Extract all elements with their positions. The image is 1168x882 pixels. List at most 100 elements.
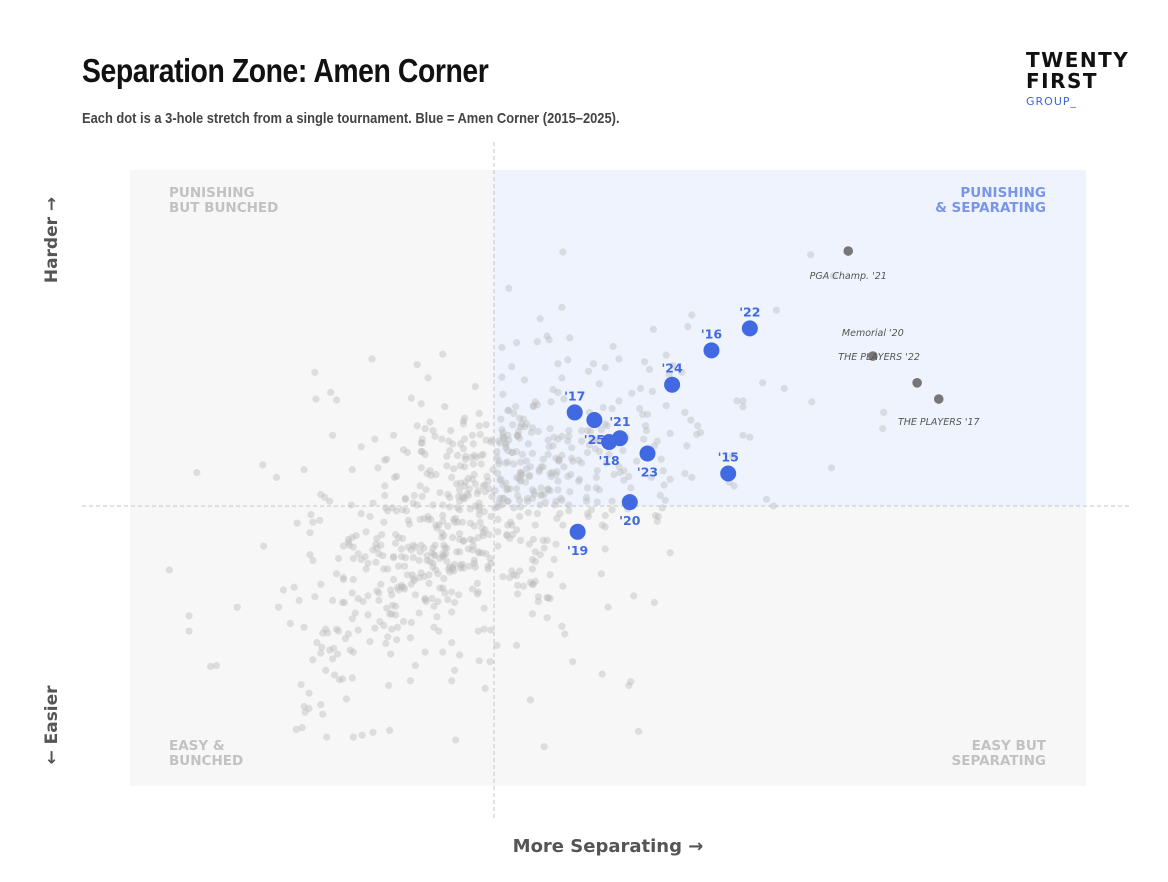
background-point: [661, 496, 669, 504]
background-point: [531, 577, 539, 586]
background-point: [454, 504, 462, 512]
background-point: [479, 529, 487, 537]
background-point: [375, 589, 383, 597]
background-point: [666, 549, 674, 557]
background-point: [504, 485, 512, 493]
background-point: [448, 677, 456, 685]
background-point: [531, 557, 539, 566]
background-point: [630, 592, 638, 600]
background-point: [528, 494, 537, 502]
background-point: [530, 490, 538, 499]
background-point: [444, 490, 452, 499]
background-point: [441, 544, 449, 552]
background-point: [383, 455, 391, 463]
background-point: [327, 388, 335, 396]
background-point: [598, 670, 606, 678]
background-point: [428, 595, 436, 603]
background-point: [334, 627, 343, 635]
background-point: [487, 626, 495, 634]
background-point: [475, 549, 483, 557]
background-point: [666, 429, 674, 437]
background-point: [537, 491, 545, 500]
background-point: [333, 650, 342, 658]
background-point: [569, 457, 577, 465]
background-point: [351, 609, 359, 617]
background-point: [739, 431, 747, 439]
background-point: [575, 456, 583, 464]
background-point: [344, 630, 352, 638]
background-point: [507, 518, 515, 526]
background-point: [431, 432, 439, 440]
background-point: [576, 475, 584, 483]
amen-corner-point-label: '20: [619, 513, 641, 528]
background-point: [456, 548, 464, 556]
background-point: [372, 558, 380, 566]
background-point: [407, 618, 415, 627]
background-point: [429, 559, 437, 567]
background-point: [339, 542, 347, 550]
background-point: [410, 576, 418, 585]
background-point: [411, 591, 419, 599]
background-point: [484, 565, 492, 573]
background-point: [550, 433, 558, 441]
background-point: [739, 397, 747, 405]
background-point: [319, 629, 327, 637]
background-point: [479, 450, 487, 458]
background-point: [487, 438, 495, 446]
background-point: [556, 509, 564, 518]
background-point: [463, 490, 471, 498]
background-point: [488, 492, 496, 500]
background-point: [475, 499, 483, 507]
quadrant-top-right-bg: [494, 170, 1086, 506]
background-point: [592, 436, 600, 444]
background-point: [461, 478, 470, 486]
background-point: [401, 495, 409, 503]
background-point: [683, 442, 691, 450]
background-point: [769, 502, 778, 510]
background-point: [524, 509, 533, 517]
background-point: [595, 437, 603, 445]
background-point: [397, 581, 406, 589]
background-point: [420, 514, 428, 523]
background-point: [300, 623, 308, 631]
background-point: [499, 390, 507, 398]
background-point: [504, 497, 512, 505]
background-point: [625, 681, 633, 690]
amen-corner-point: [621, 494, 638, 511]
background-point: [505, 436, 513, 444]
background-point: [362, 528, 370, 536]
background-point: [545, 443, 553, 451]
background-point: [464, 474, 472, 482]
background-point: [423, 556, 431, 565]
background-point: [491, 487, 499, 495]
background-point: [373, 534, 381, 543]
background-point: [454, 451, 462, 459]
background-point: [272, 473, 281, 481]
amen-corner-point: [703, 342, 720, 359]
background-point: [358, 731, 366, 739]
background-point: [546, 487, 554, 495]
background-point: [295, 596, 303, 605]
background-point: [309, 556, 317, 565]
background-point: [440, 532, 448, 540]
background-point: [411, 661, 419, 670]
background-point: [561, 630, 569, 638]
background-point: [453, 480, 461, 488]
background-point: [377, 580, 385, 588]
background-point: [389, 504, 397, 512]
background-point: [450, 465, 458, 473]
background-point: [421, 425, 429, 433]
background-point: [597, 570, 605, 578]
background-point: [410, 491, 418, 500]
background-point: [424, 515, 432, 524]
background-point: [500, 434, 508, 442]
background-point: [517, 476, 525, 484]
background-point: [300, 466, 308, 474]
background-point: [373, 587, 381, 595]
background-point: [565, 501, 573, 509]
background-point: [587, 506, 596, 514]
background-point: [357, 555, 365, 564]
background-point: [529, 403, 538, 411]
background-point: [483, 472, 491, 480]
background-point: [372, 540, 380, 548]
